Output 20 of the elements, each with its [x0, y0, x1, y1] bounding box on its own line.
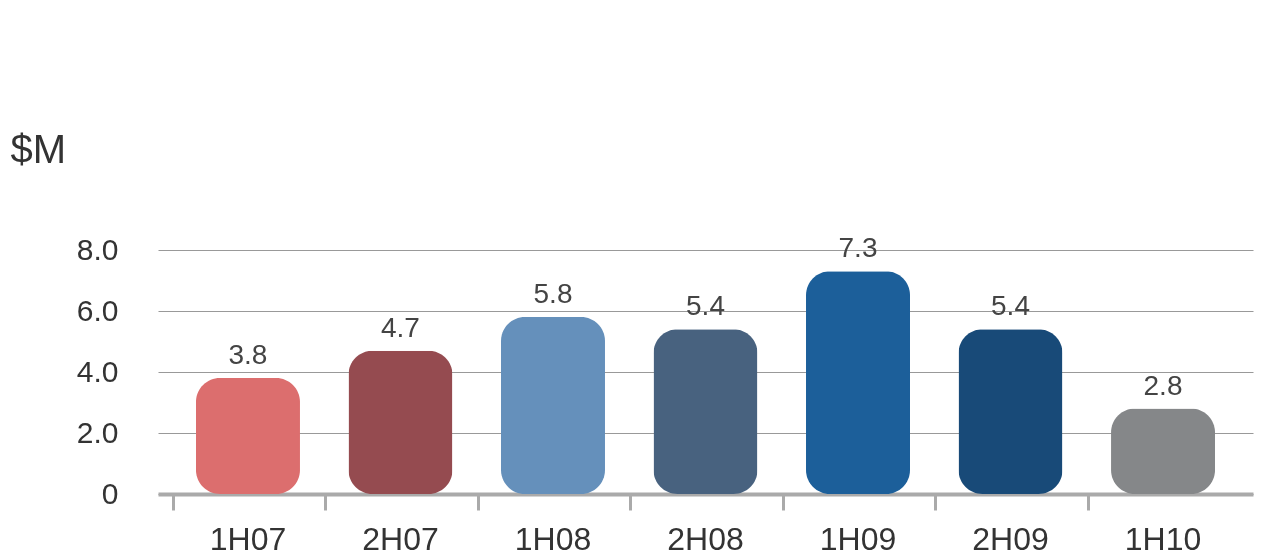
- data-label: 5.4: [991, 290, 1030, 322]
- y-tick-label: 0: [101, 476, 119, 510]
- x-tick-label: 2H09: [972, 520, 1049, 557]
- data-label: 4.7: [381, 311, 420, 343]
- x-tick-label: 2H08: [667, 520, 744, 557]
- data-label: 2.8: [1143, 369, 1183, 401]
- y-tick-label: 4.0: [76, 354, 119, 388]
- x-tick-label: 1H10: [1124, 520, 1202, 557]
- y-tick-label: 8.0: [76, 232, 119, 266]
- y-tick-label: 6.0: [76, 293, 119, 327]
- x-tick-label: 1H09: [819, 520, 897, 557]
- data-label: 7.3: [838, 232, 878, 264]
- data-label: 5.4: [686, 290, 725, 322]
- x-tick-label: 2H07: [362, 520, 439, 557]
- data-label: 5.8: [533, 278, 573, 310]
- x-tick-label: 1H07: [209, 520, 287, 557]
- y-tick-label: 2.0: [76, 415, 119, 449]
- data-label: 3.8: [228, 339, 268, 371]
- y-axis-title: $M: [10, 126, 67, 171]
- x-tick-label: 1H08: [514, 520, 592, 557]
